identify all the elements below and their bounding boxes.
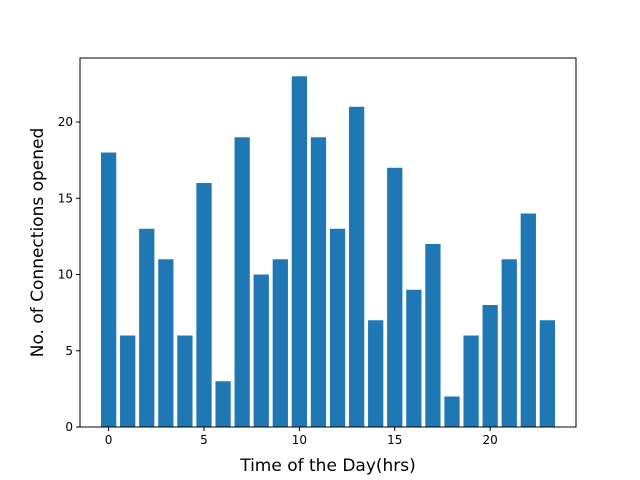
bar-hour-22 <box>520 213 536 427</box>
bar-hour-10 <box>291 76 308 428</box>
bar-hour-11 <box>310 137 327 428</box>
x-tick-label: 5 <box>200 433 208 447</box>
bar-hour-4 <box>177 335 193 427</box>
bar-hour-18 <box>444 396 460 427</box>
bar-hour-13 <box>348 106 365 427</box>
bar-hour-2 <box>139 228 155 427</box>
y-tick-label: 5 <box>65 344 73 358</box>
x-axis-label: Time of the Day(hrs) <box>239 456 416 476</box>
bar-hour-20 <box>482 305 498 427</box>
x-axis-ticks: 0 5 10 15 20 <box>105 427 498 447</box>
bars-group <box>100 76 556 428</box>
bar-hour-23 <box>539 320 556 427</box>
bar-hour-7 <box>234 137 250 428</box>
bar-hour-16 <box>406 289 422 427</box>
y-axis-label: No. of Connections opened <box>28 128 48 358</box>
bar-hour-8 <box>253 274 269 427</box>
x-tick-label: 20 <box>483 433 498 447</box>
bar-hour-3 <box>158 259 174 427</box>
x-tick-label: 15 <box>387 433 402 447</box>
bar-hour-14 <box>368 320 384 427</box>
y-tick-label: 15 <box>58 191 73 205</box>
bar-hour-5 <box>196 183 212 427</box>
bar-hour-6 <box>215 381 231 427</box>
x-tick-label: 0 <box>105 433 113 447</box>
bar-hour-19 <box>463 335 479 427</box>
x-tick-label: 10 <box>292 433 307 447</box>
bar-hour-1 <box>120 335 136 427</box>
bar-hour-9 <box>272 259 288 427</box>
bar-hour-15 <box>387 167 403 428</box>
y-tick-label: 20 <box>58 115 73 129</box>
y-axis-ticks: 0 5 10 15 20 <box>58 115 80 434</box>
bar-hour-17 <box>425 244 441 427</box>
bar-hour-12 <box>329 228 346 427</box>
plot-frame <box>79 57 577 428</box>
bar-hour-21 <box>501 259 517 427</box>
bar-hour-0 <box>100 152 117 428</box>
y-tick-label: 0 <box>65 420 73 434</box>
y-tick-label: 10 <box>58 268 73 282</box>
